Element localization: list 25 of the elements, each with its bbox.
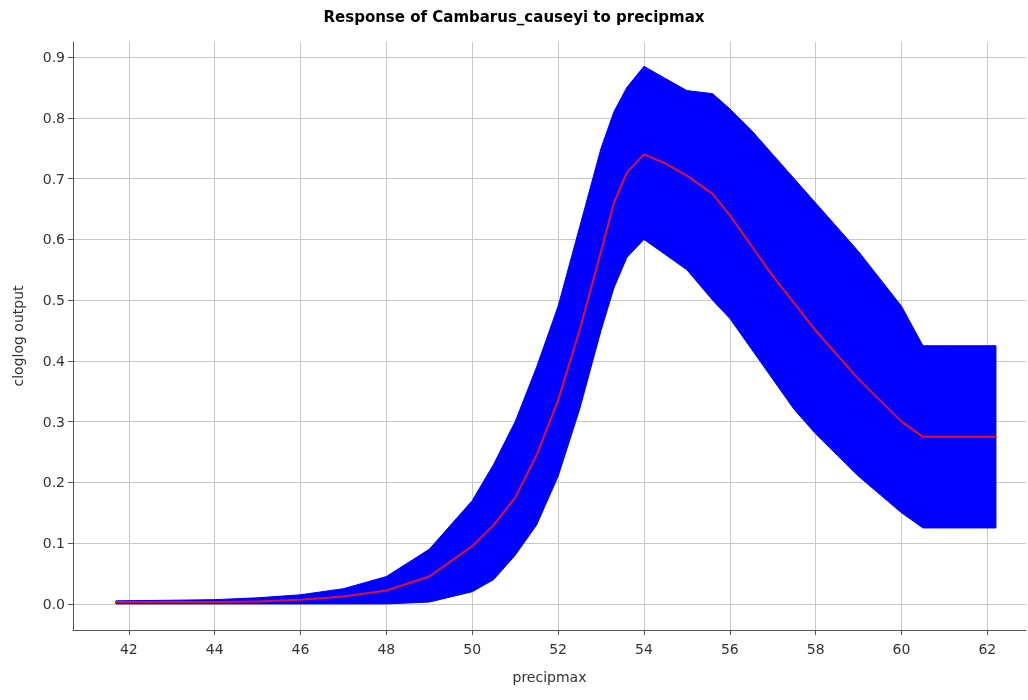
y-axis-title: cloglog output: [10, 284, 26, 387]
x-tick-label: 60: [892, 641, 911, 657]
x-tick-label: 58: [806, 641, 825, 657]
y-tick-label: 0.0: [42, 595, 65, 612]
y-tick-label: 0.3: [42, 413, 65, 430]
y-tick-label: 0.7: [42, 170, 65, 187]
x-tick-label: 46: [291, 641, 310, 657]
x-tick-label: 62: [978, 641, 997, 657]
x-axis-title: precipmax: [512, 669, 587, 685]
y-tick-label: 0.2: [42, 474, 65, 491]
y-tick-label: 0.1: [42, 535, 65, 552]
x-tick-label: 48: [377, 641, 396, 657]
x-tick-label: 56: [720, 641, 739, 657]
x-tick-label: 52: [549, 641, 567, 657]
x-tick-label: 54: [635, 641, 653, 657]
y-tick-label: 0.9: [42, 49, 65, 66]
x-tick-label: 42: [119, 641, 138, 657]
y-tick-label: 0.4: [42, 352, 66, 369]
y-tick-label: 0.5: [42, 292, 65, 309]
x-tick-label: 44: [205, 641, 224, 657]
y-tick-label: 0.6: [42, 231, 66, 248]
line-series: [114, 153, 997, 604]
y-tick-label: 0.8: [42, 109, 65, 126]
chart-title: Response of Cambarus_causeyi to precipmax: [323, 7, 705, 26]
x-tick-label: 50: [463, 641, 482, 657]
